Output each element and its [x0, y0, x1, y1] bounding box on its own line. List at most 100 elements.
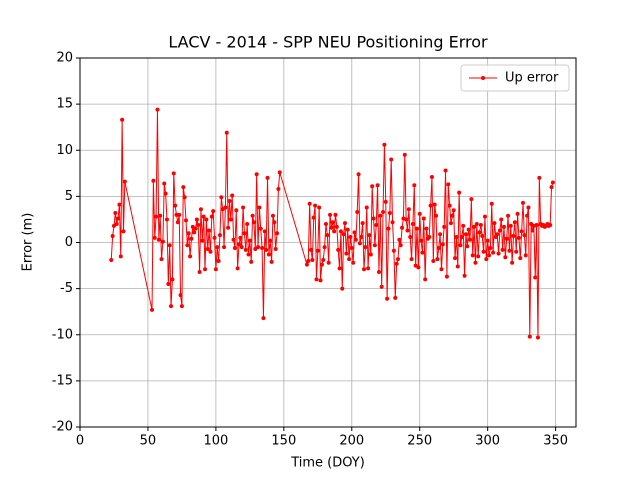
data-point: [228, 217, 233, 222]
data-point: [328, 212, 333, 217]
data-point: [519, 229, 524, 234]
y-tick-label: -5: [60, 281, 73, 296]
x-tick-label: 350: [543, 434, 568, 449]
data-point: [481, 249, 486, 254]
data-point: [448, 221, 453, 226]
data-point: [194, 217, 199, 222]
data-point: [336, 247, 341, 252]
data-point: [353, 237, 358, 242]
data-point: [500, 247, 505, 252]
data-point: [310, 258, 315, 263]
data-point: [424, 226, 429, 231]
data-point: [179, 304, 184, 309]
data-point: [450, 213, 455, 218]
data-point: [231, 237, 236, 242]
data-point: [419, 238, 424, 243]
data-point: [261, 316, 266, 321]
data-point: [435, 257, 440, 262]
data-point: [185, 243, 190, 248]
data-point: [477, 230, 482, 235]
data-point: [367, 233, 372, 238]
chart-title: LACV - 2014 - SPP NEU Positioning Error: [168, 33, 488, 52]
data-point: [521, 200, 526, 205]
data-point: [223, 205, 228, 210]
data-point: [370, 184, 375, 189]
data-point: [535, 335, 540, 340]
data-point: [205, 246, 210, 251]
data-point: [275, 231, 280, 236]
data-point: [344, 251, 349, 256]
data-point: [404, 217, 409, 222]
data-point: [364, 205, 369, 210]
data-point: [211, 209, 216, 214]
data-point: [416, 265, 421, 270]
data-point: [332, 229, 337, 234]
data-point: [224, 130, 229, 135]
data-point: [362, 267, 367, 272]
data-point: [181, 185, 186, 190]
data-point: [230, 193, 235, 198]
y-tick-label: 10: [56, 143, 73, 158]
data-point: [436, 246, 441, 251]
data-point: [443, 168, 448, 173]
data-point: [492, 221, 497, 226]
data-point: [109, 258, 114, 263]
data-point: [203, 267, 208, 272]
data-point: [428, 203, 433, 208]
data-point: [163, 191, 168, 196]
y-axis-label: Error (m): [21, 213, 36, 272]
legend-label: Up error: [505, 71, 559, 86]
data-point: [342, 221, 347, 226]
data-point: [222, 245, 227, 250]
data-point: [341, 232, 346, 237]
data-point: [412, 183, 417, 188]
data-point: [188, 254, 193, 259]
data-point: [372, 243, 377, 248]
data-point: [256, 245, 261, 250]
data-point: [177, 212, 182, 217]
data-point: [122, 179, 127, 184]
data-point: [193, 226, 198, 231]
x-tick-label: 200: [339, 434, 364, 449]
data-point: [151, 178, 156, 183]
data-point: [162, 181, 167, 186]
x-tick-label: 300: [475, 434, 500, 449]
data-point: [118, 254, 123, 259]
data-point: [440, 242, 445, 247]
data-point: [207, 228, 212, 233]
data-point: [154, 214, 159, 219]
data-point: [197, 270, 202, 275]
data-point: [338, 229, 343, 234]
data-point: [232, 246, 237, 251]
data-point: [254, 172, 259, 177]
data-point: [385, 296, 390, 301]
data-point: [478, 222, 483, 227]
data-point: [251, 220, 256, 225]
data-point: [315, 248, 320, 253]
data-point: [530, 228, 535, 233]
data-point: [549, 185, 554, 190]
data-point: [454, 234, 459, 239]
data-point: [525, 213, 530, 218]
data-point: [466, 227, 471, 232]
data-point: [110, 234, 115, 239]
data-point: [390, 220, 395, 225]
data-point: [465, 244, 470, 249]
data-point: [383, 199, 388, 204]
data-point: [155, 107, 160, 112]
data-point: [247, 238, 252, 243]
data-point: [200, 238, 205, 243]
data-point: [491, 250, 496, 255]
data-point: [264, 247, 269, 252]
data-point: [170, 277, 175, 282]
data-point: [387, 210, 392, 215]
data-point: [402, 152, 407, 157]
data-point: [394, 261, 399, 266]
data-point: [480, 234, 485, 239]
data-point: [330, 220, 335, 225]
data-point: [386, 226, 391, 231]
data-point: [533, 275, 538, 280]
data-point: [447, 203, 452, 208]
data-point: [152, 235, 157, 240]
